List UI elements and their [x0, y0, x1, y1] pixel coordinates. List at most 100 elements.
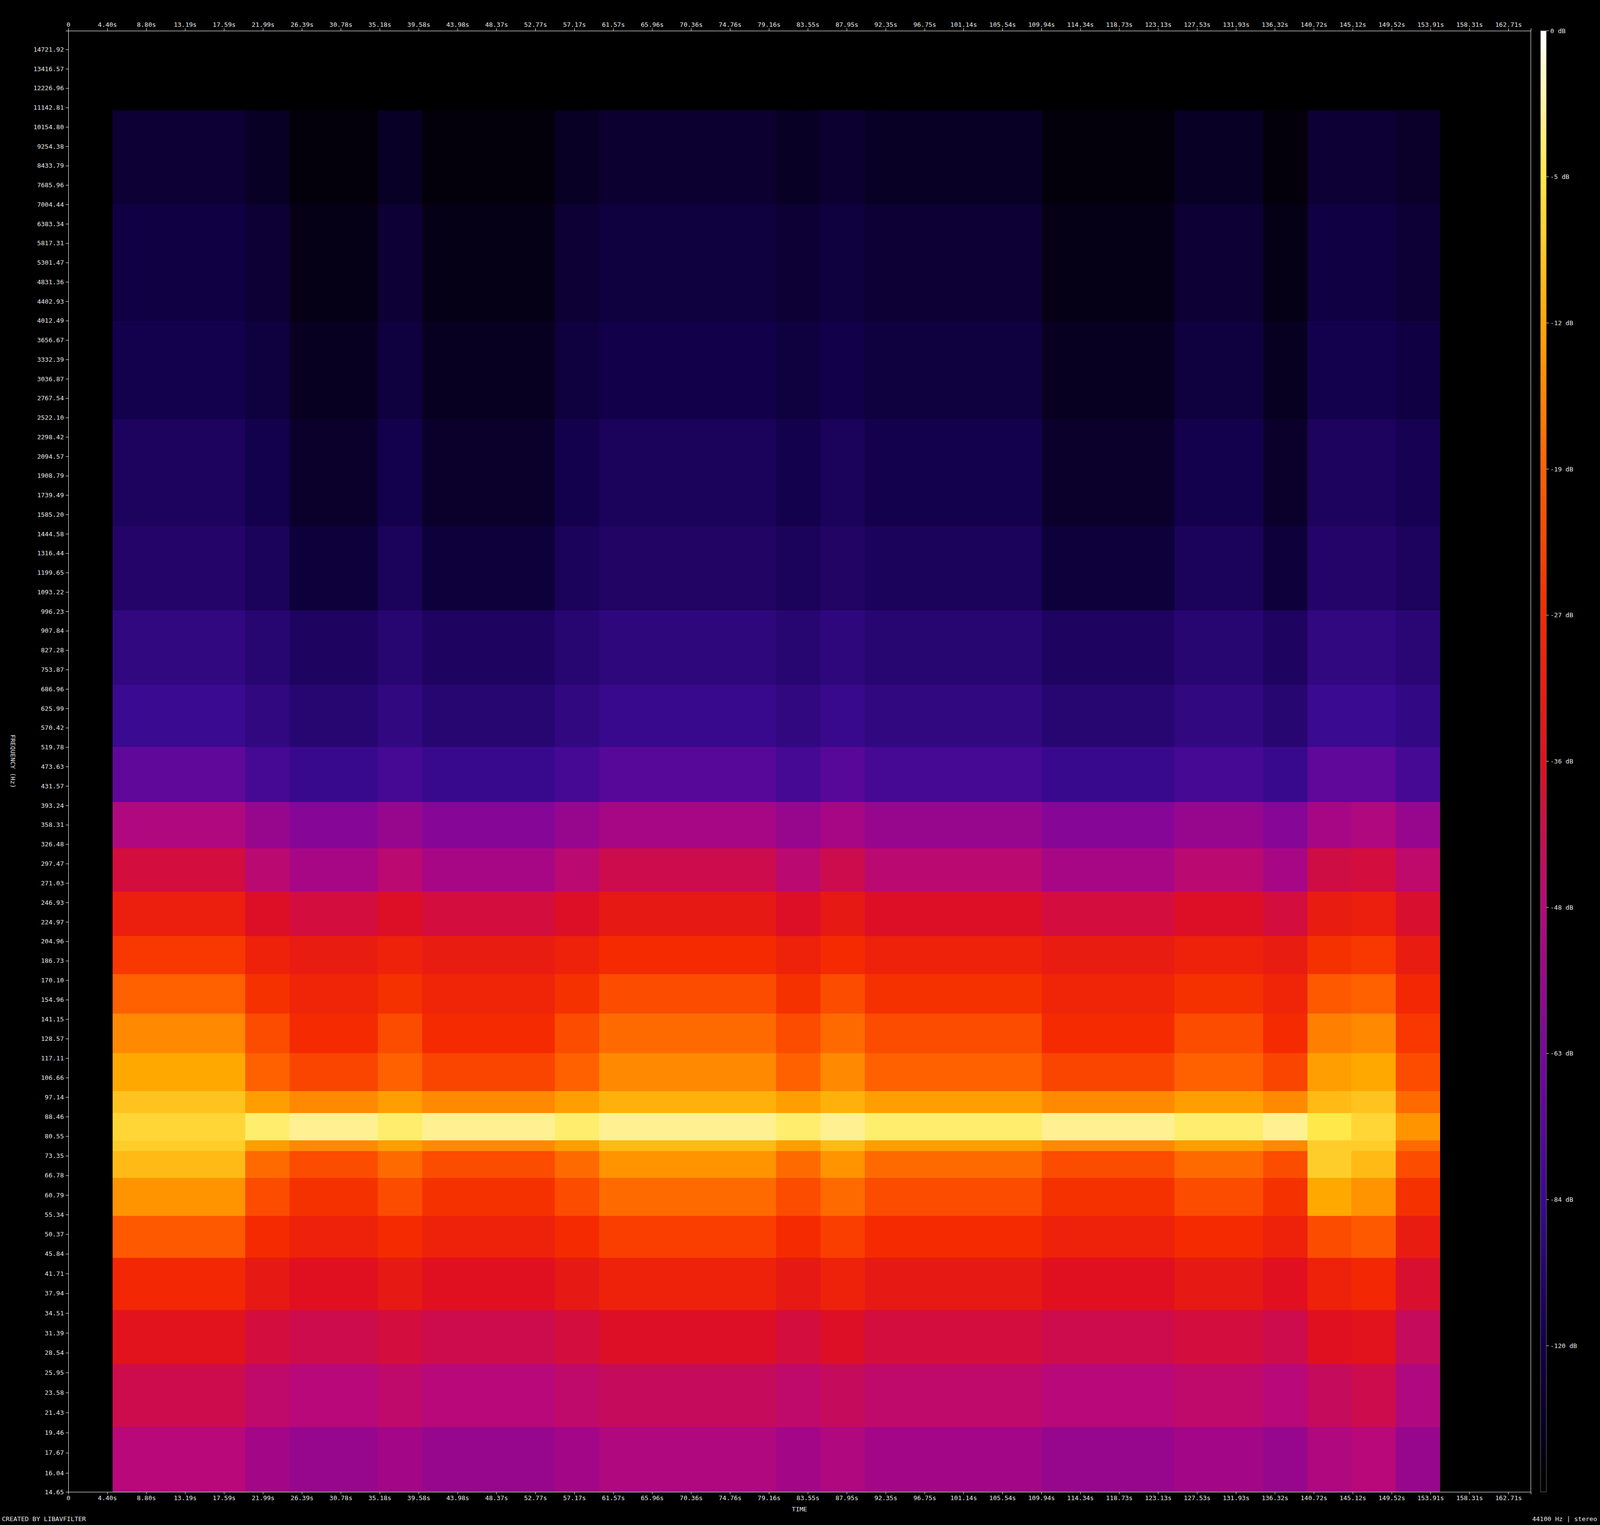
tick: 158.31s: [1456, 1491, 1483, 1502]
tick-label: 141.15: [40, 1015, 64, 1023]
tick-label: 128.57: [40, 1034, 64, 1043]
heat-cell: [1086, 936, 1131, 975]
heat-cell: [1041, 110, 1087, 205]
heat-cell: [510, 419, 556, 527]
tick-label: 473.63: [40, 762, 64, 771]
tick-mark: [65, 533, 69, 535]
heat-cell: [997, 801, 1042, 849]
tick-label: 1316.44: [37, 549, 64, 557]
heat-cell: [1130, 1257, 1175, 1311]
heat-cell: [864, 801, 910, 849]
tick-mark: [65, 301, 69, 302]
heat-cell: [510, 1177, 556, 1216]
heat-cell: [997, 1215, 1042, 1258]
heat-cell: [864, 974, 910, 1014]
tick-mark: [65, 785, 69, 787]
heat-cell: [599, 1309, 644, 1365]
heat-cell: [289, 1112, 334, 1141]
heat-cell: [289, 936, 334, 975]
heat-cell: [1130, 684, 1175, 747]
tick-label: 87.95s: [835, 1494, 859, 1502]
heat-cell: [289, 891, 334, 937]
heat-cell: [776, 30, 821, 111]
heat-cell: [1218, 110, 1264, 205]
heat-cell: [1395, 1177, 1441, 1216]
heat-cell: [156, 526, 202, 611]
colorbar-bar: [1540, 30, 1547, 1492]
tick: 1908.79: [37, 471, 69, 480]
heat-cell: [1395, 936, 1441, 975]
tick-label: 131.93s: [1222, 20, 1250, 29]
tick-mark: [65, 572, 69, 573]
heat-cell: [245, 110, 290, 205]
heat-cell: [732, 30, 777, 111]
tick-label: 1093.22: [37, 588, 64, 596]
tick-label: 65.96s: [640, 1494, 664, 1502]
tick-mark: [65, 1214, 69, 1215]
tick: 4012.49: [37, 316, 69, 325]
heat-cell: [1395, 746, 1441, 802]
tick: 1093.22: [37, 588, 69, 596]
tick: 65.96s: [640, 20, 664, 31]
heat-cell: [68, 1091, 113, 1113]
heat-cell: [289, 684, 334, 747]
tick: 5817.31: [37, 239, 69, 247]
heat-cell: [200, 684, 246, 747]
tick-mark: [65, 746, 69, 748]
heat-cell: [245, 419, 290, 527]
heat-cell: [1395, 1309, 1441, 1365]
tick: 114.34s: [1067, 1491, 1094, 1502]
heat-cell: [909, 110, 954, 205]
heat-cell: [422, 1309, 467, 1365]
tick: 123.13s: [1144, 1491, 1172, 1502]
heat-cell: [820, 1364, 865, 1427]
heat-cell: [245, 1112, 290, 1141]
tick-mark: [65, 1432, 69, 1433]
heat-cell: [909, 1215, 954, 1258]
tick: 65.96s: [640, 1491, 664, 1502]
tick: 101.14s: [950, 20, 977, 31]
tick-mark: [65, 281, 69, 283]
tick-label: 16.04: [44, 1469, 64, 1477]
heat-cell: [1351, 30, 1396, 111]
heat-cell: [245, 1177, 290, 1216]
heat-cell: [1041, 321, 1087, 420]
tick-label: 431.57: [40, 782, 64, 790]
tick-label: 109.94s: [1028, 20, 1055, 29]
colorbar-tick: [1546, 176, 1549, 177]
heat-cell: [200, 1013, 246, 1054]
tick-label: 74.76s: [718, 20, 742, 29]
tick-mark: [65, 980, 69, 981]
heat-cell: [68, 1112, 113, 1141]
tick-mark: [65, 223, 69, 225]
tick: 140.72s: [1300, 1491, 1328, 1502]
tick: 96.75s: [913, 1491, 937, 1502]
heat-cell: [156, 610, 202, 685]
heat-cell: [1130, 974, 1175, 1014]
heat-cell: [1086, 1177, 1131, 1216]
heat-cell: [776, 1151, 821, 1178]
heat-cell: [1440, 1426, 1485, 1492]
tick-label: 39.58s: [407, 1494, 431, 1502]
heat-cell: [1130, 1053, 1175, 1092]
heat-cell: [909, 1426, 954, 1492]
heat-cell: [68, 684, 113, 747]
heat-cell: [1218, 1112, 1264, 1141]
heat-cell: [68, 1309, 113, 1365]
heat-cell: [466, 526, 511, 611]
tick-mark: [65, 1412, 69, 1413]
tick: 431.57: [40, 782, 69, 790]
heat-cell: [864, 204, 910, 322]
heat-cell: [1263, 1140, 1308, 1152]
heat-cell: [422, 30, 467, 111]
x-axis-top: 04.40s8.80s13.19s17.59s21.99s26.39s30.78…: [66, 20, 1532, 32]
heat-cell: [909, 1177, 954, 1216]
tick-mark: [65, 1332, 69, 1334]
heat-cell: [1440, 1215, 1485, 1258]
heat-cell: [1307, 848, 1352, 892]
tick-mark: [301, 28, 303, 31]
tick-mark: [65, 165, 69, 167]
heat-cell: [68, 610, 113, 685]
heat-cell: [245, 30, 290, 111]
heat-cell: [864, 1215, 910, 1258]
